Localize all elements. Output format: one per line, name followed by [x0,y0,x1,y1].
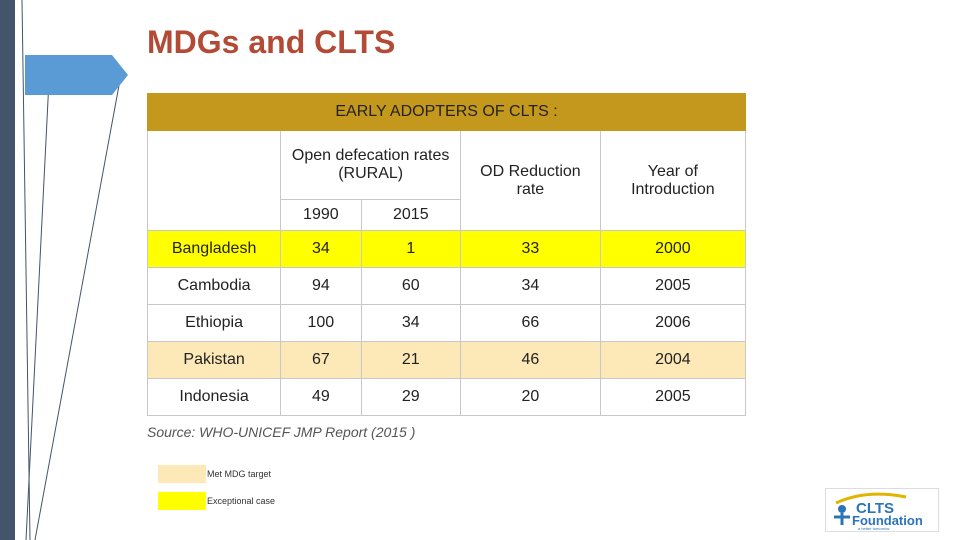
deco-line [25,59,51,540]
title-arrow [25,55,128,95]
header-cell: 1990 [280,199,362,231]
side-bar [0,0,15,540]
logo-tagline: a better tomorrow [858,526,889,531]
table-row: Indonesia 49 29 20 2005 [146,378,747,416]
source-note: Source: WHO-UNICEF JMP Report (2015 ) [147,424,416,440]
value-cell: 67 [280,341,362,379]
table-row: Pakistan 67 21 46 2004 [146,341,747,379]
value-cell: 66 [460,304,601,342]
value-cell: 2006 [599,304,747,342]
table-row: Ethiopia 100 34 66 2006 [146,304,747,342]
country-cell: Bangladesh [146,230,282,268]
value-cell: 20 [460,378,601,416]
value-cell: 34 [360,304,462,342]
header-cell: 2015 [360,199,462,231]
logo-figure [834,513,850,525]
value-cell: 34 [280,230,362,268]
country-cell: Pakistan [146,341,282,379]
value-cell: 21 [360,341,462,379]
value-cell: 2004 [599,341,747,379]
logo: CLTS Foundation a better tomorrow [825,488,939,532]
value-cell: 2005 [599,267,747,305]
blank-cell [146,130,282,231]
country-cell: Indonesia [146,378,282,416]
value-cell: 29 [360,378,462,416]
header-cell: Open defecation rates (RURAL) [280,130,462,200]
legend-swatch [158,492,206,510]
legend-label: Met MDG target [207,469,272,479]
logo-graphic: CLTS Foundation a better tomorrow [834,492,923,531]
value-cell: 2000 [599,230,747,268]
header-cell: Year of Introduction [599,130,747,231]
legend-label: Exceptional case [207,496,276,506]
country-cell: Ethiopia [146,304,282,342]
table-row: Cambodia 94 60 34 2005 [146,267,747,305]
logo-name: CLTS [856,500,894,517]
logo-figure [838,505,846,513]
deco-line [34,79,121,540]
value-cell: 1 [360,230,462,268]
data-table: EARLY ADOPTERS OF CLTS : Open defecation… [146,93,747,416]
value-cell: 2005 [599,378,747,416]
value-cell: 94 [280,267,362,305]
value-cell: 100 [280,304,362,342]
value-cell: 46 [460,341,601,379]
slide-title: MDGs and CLTS [147,24,396,60]
logo-subname: Foundation [852,513,923,528]
header-cell: OD Reduction rate [460,130,601,231]
value-cell: 49 [280,378,362,416]
country-cell: Cambodia [146,267,282,305]
table-title: EARLY ADOPTERS OF CLTS : [147,93,746,131]
value-cell: 33 [460,230,601,268]
value-cell: 60 [360,267,462,305]
deco-line [21,0,31,540]
legend-swatch [158,465,206,483]
logo-arc [835,492,907,505]
table-row: Bangladesh 34 1 33 2000 [146,230,747,268]
value-cell: 34 [460,267,601,305]
